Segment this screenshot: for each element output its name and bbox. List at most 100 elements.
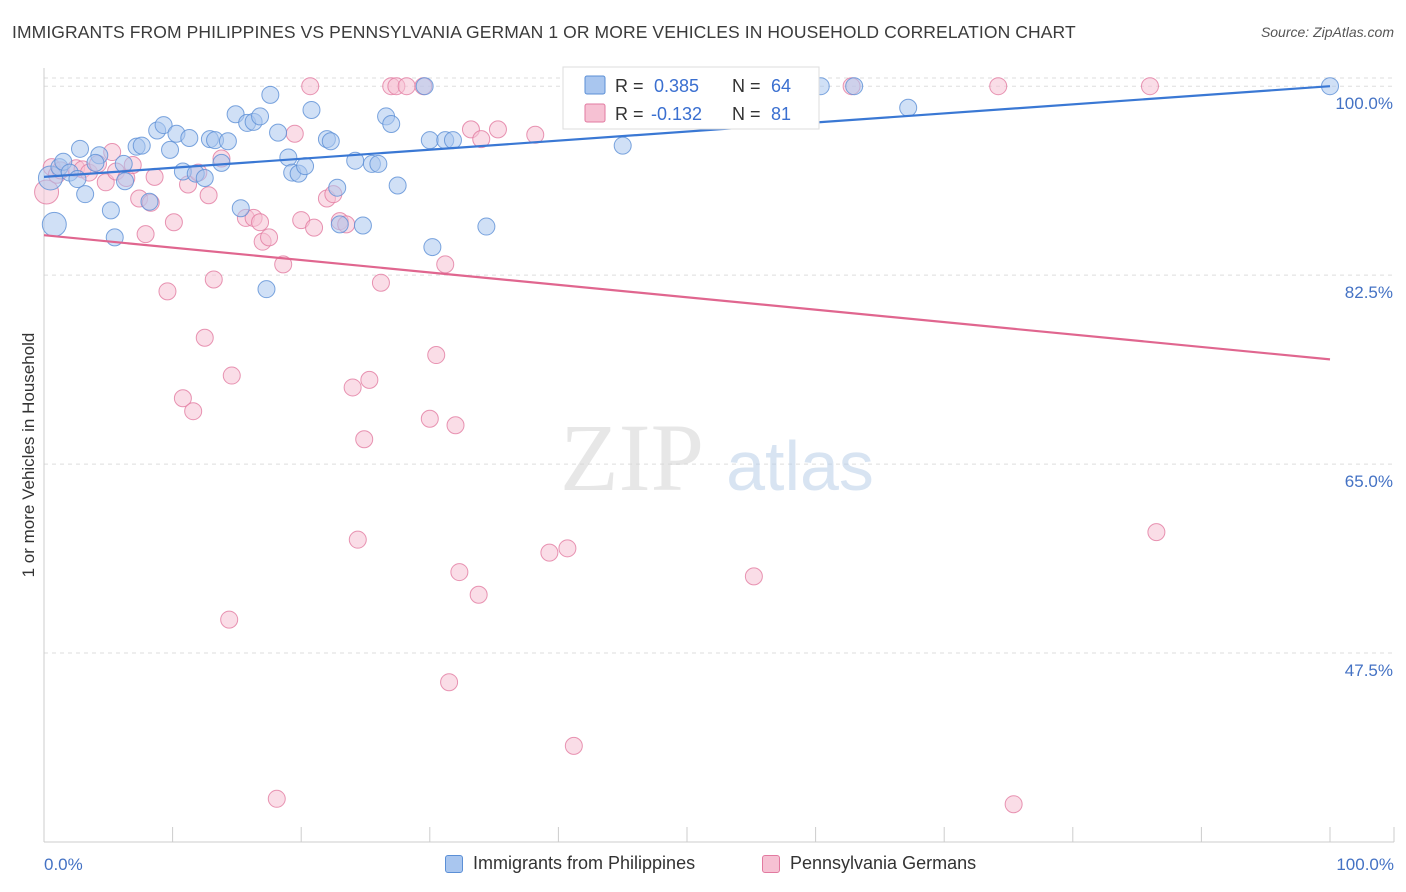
point-pink-58 bbox=[450, 563, 469, 582]
point-pink-53 bbox=[420, 409, 439, 428]
point-pink-44 bbox=[343, 378, 362, 397]
point-pink-38 bbox=[301, 77, 320, 96]
tick-labels: 100.0% 82.5% 65.0% 47.5% 0.0% 100.0% bbox=[44, 94, 1394, 874]
point-pink-33 bbox=[260, 228, 279, 247]
y-axis-label: 1 or more Vehicles in Household bbox=[19, 333, 38, 578]
point-pink-34 bbox=[267, 789, 286, 808]
legend-item-pennsylvania-germans[interactable]: Pennsylvania Germans bbox=[762, 853, 976, 874]
y-tick-label-3: 47.5% bbox=[1345, 661, 1393, 680]
stats-pink-n-label: N = bbox=[732, 104, 761, 124]
point-pink-21 bbox=[184, 402, 203, 421]
point-pink-74 bbox=[1004, 795, 1023, 814]
watermark: ZIP atlas bbox=[560, 404, 874, 511]
stats-pink-r-value: -0.132 bbox=[651, 104, 702, 124]
point-blue-30 bbox=[231, 199, 250, 218]
point-blue-24 bbox=[195, 168, 214, 187]
point-pink-28 bbox=[222, 366, 241, 385]
point-blue-61 bbox=[845, 77, 864, 96]
legend-swatch-pink bbox=[762, 854, 780, 873]
point-blue-51 bbox=[382, 114, 401, 133]
point-blue-36 bbox=[269, 123, 288, 142]
point-pink-19 bbox=[173, 389, 192, 408]
source-label: Source: ZipAtlas.com bbox=[1260, 24, 1394, 40]
y-tick-label-1: 82.5% bbox=[1345, 283, 1393, 302]
point-blue-19 bbox=[161, 140, 180, 159]
point-pink-46 bbox=[355, 430, 374, 449]
legend-label-pennsylvania-germans: Pennsylvania Germans bbox=[790, 853, 977, 873]
point-pink-39 bbox=[305, 218, 324, 237]
point-pink-18 bbox=[164, 213, 183, 232]
point-pink-64 bbox=[540, 543, 559, 562]
trend-line-pink bbox=[43, 234, 1331, 361]
stats-blue-n-value: 64 bbox=[771, 76, 791, 96]
point-pink-14 bbox=[136, 225, 155, 244]
point-blue-22 bbox=[180, 129, 199, 148]
point-pink-61 bbox=[472, 130, 491, 149]
point-blue-55 bbox=[423, 238, 442, 257]
stats-legend-frame bbox=[562, 66, 820, 130]
x-tick-label-1: 100.0% bbox=[1336, 855, 1394, 874]
point-pink-31 bbox=[251, 213, 270, 232]
point-blue-5 bbox=[71, 139, 90, 158]
point-blue-15 bbox=[132, 136, 151, 155]
point-blue-62 bbox=[899, 98, 918, 117]
point-blue-37 bbox=[279, 148, 298, 167]
point-blue-41 bbox=[302, 100, 321, 119]
stats-pink-r-label: R = bbox=[615, 104, 644, 124]
point-blue-28 bbox=[218, 132, 237, 151]
point-pink-60 bbox=[469, 585, 488, 604]
point-pink-36 bbox=[285, 124, 304, 143]
point-pink-25 bbox=[204, 270, 223, 289]
point-blue-0 bbox=[41, 211, 67, 237]
point-pink-57 bbox=[446, 416, 465, 435]
point-blue-9 bbox=[86, 153, 105, 172]
point-pink-47 bbox=[360, 370, 379, 389]
point-blue-18 bbox=[154, 116, 173, 135]
point-blue-43 bbox=[321, 132, 340, 151]
legend-swatch-blue bbox=[445, 854, 463, 873]
watermark-zip: ZIP bbox=[560, 404, 704, 511]
point-blue-57 bbox=[443, 131, 462, 150]
y-tick-label-2: 65.0% bbox=[1345, 472, 1393, 491]
chart-title: IMMIGRANTS FROM PHILIPPINES VS PENNSYLVA… bbox=[12, 22, 1076, 42]
stats-blue-swatch bbox=[584, 75, 606, 95]
point-pink-16 bbox=[145, 167, 164, 186]
point-blue-45 bbox=[330, 215, 349, 234]
point-pink-24 bbox=[199, 186, 218, 205]
stats-blue-r-value: 0.385 bbox=[654, 76, 699, 96]
legend-item-philippines[interactable]: Immigrants from Philippines bbox=[445, 853, 695, 874]
series-immigrants-from-philippines bbox=[37, 77, 1339, 299]
point-pink-73 bbox=[989, 77, 1008, 96]
point-blue-54 bbox=[420, 131, 439, 150]
point-blue-12 bbox=[116, 172, 135, 191]
point-blue-6 bbox=[76, 185, 95, 204]
stats-pink-n-value: 81 bbox=[771, 104, 791, 124]
point-blue-13 bbox=[114, 154, 133, 173]
point-blue-16 bbox=[140, 192, 159, 211]
point-pink-56 bbox=[440, 673, 459, 692]
legend-label-philippines: Immigrants from Philippines bbox=[473, 853, 696, 873]
point-blue-44 bbox=[328, 178, 347, 197]
point-pink-51 bbox=[397, 77, 416, 96]
point-pink-70 bbox=[744, 567, 763, 586]
stats-legend: R = 0.385 N = 64 R = -0.132 N = 81 bbox=[562, 66, 820, 130]
point-pink-75 bbox=[1140, 77, 1159, 96]
point-blue-34 bbox=[257, 280, 276, 299]
point-pink-17 bbox=[158, 282, 177, 301]
stats-blue-n-label: N = bbox=[732, 76, 761, 96]
x-tick-label-0: 0.0% bbox=[44, 855, 83, 874]
point-pink-54 bbox=[427, 346, 446, 365]
point-blue-52 bbox=[388, 176, 407, 195]
stats-pink-swatch bbox=[584, 103, 606, 123]
watermark-atlas: atlas bbox=[726, 427, 874, 505]
y-tick-label-0: 100.0% bbox=[1335, 94, 1393, 113]
point-blue-40 bbox=[296, 157, 315, 176]
point-blue-58 bbox=[477, 217, 496, 236]
point-pink-55 bbox=[436, 255, 455, 274]
point-pink-76 bbox=[1147, 523, 1166, 542]
point-blue-47 bbox=[353, 216, 372, 235]
point-pink-45 bbox=[348, 530, 367, 549]
point-blue-35 bbox=[261, 85, 280, 104]
trend-line-blue bbox=[43, 85, 1331, 178]
